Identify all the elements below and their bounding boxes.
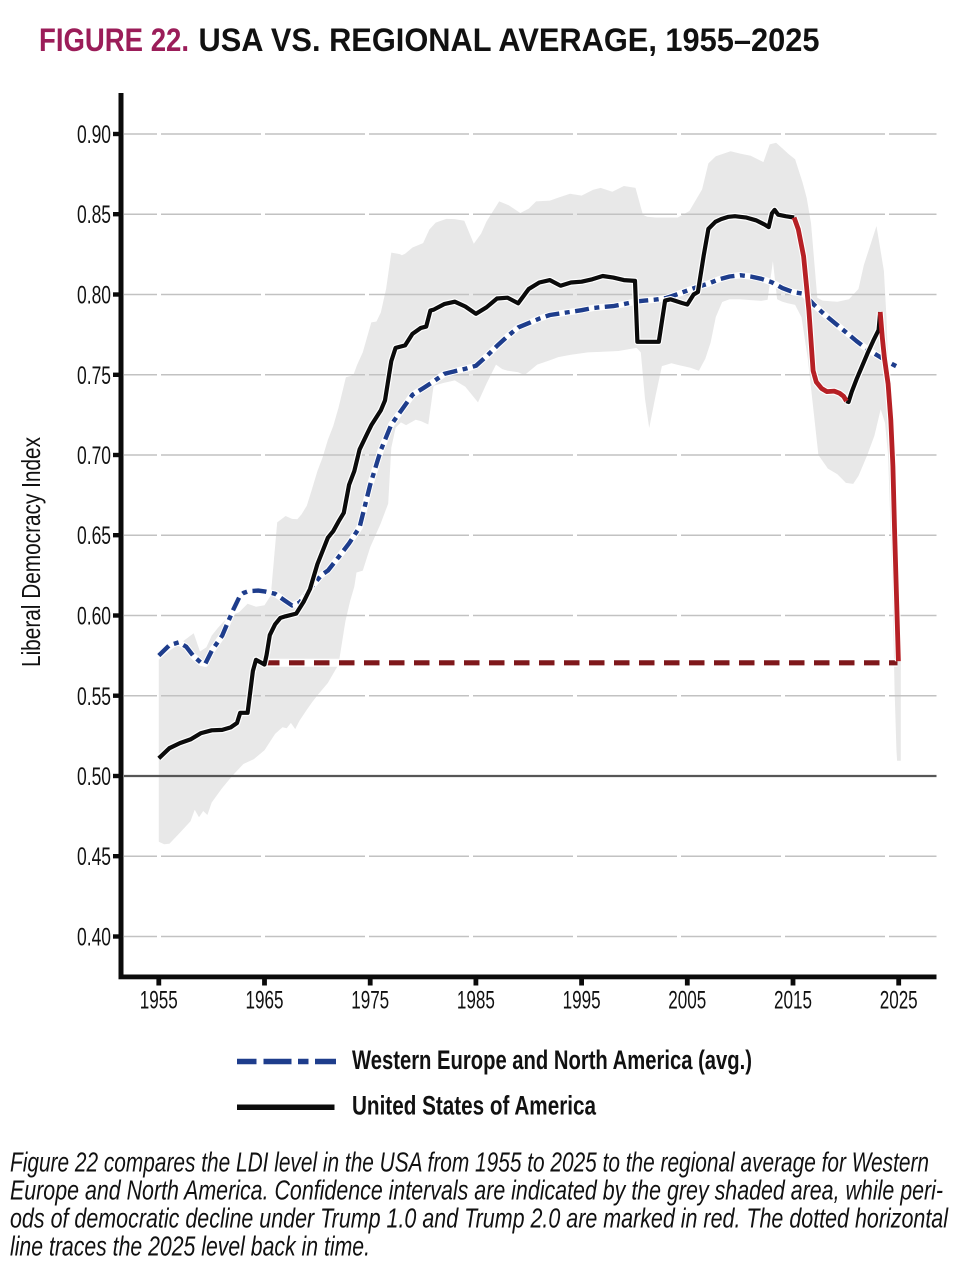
svg-text:line traces the 2025 level bac: line traces the 2025 level back in time.	[10, 1231, 370, 1262]
svg-text:1995: 1995	[563, 987, 601, 1015]
svg-text:0.85: 0.85	[77, 201, 111, 229]
svg-text:FIGURE 22.: FIGURE 22.	[39, 22, 189, 58]
svg-text:1965: 1965	[246, 987, 284, 1015]
svg-text:2025: 2025	[880, 987, 918, 1015]
svg-text:0.65: 0.65	[77, 522, 111, 550]
svg-text:0.80: 0.80	[77, 282, 111, 310]
svg-text:0.45: 0.45	[77, 843, 111, 871]
svg-text:ods of democratic decline unde: ods of democratic decline under Trump 1.…	[10, 1203, 949, 1234]
svg-text:2015: 2015	[774, 987, 812, 1015]
svg-text:0.50: 0.50	[77, 763, 111, 791]
svg-text:2005: 2005	[668, 987, 706, 1015]
svg-text:Liberal Democracy Index: Liberal Democracy Index	[16, 437, 46, 667]
svg-text:Western Europe and North Ameri: Western Europe and North America (avg.)	[352, 1045, 752, 1075]
svg-text:0.90: 0.90	[77, 121, 111, 149]
svg-text:USA VS. REGIONAL AVERAGE, 1955: USA VS. REGIONAL AVERAGE, 1955–2025	[199, 22, 820, 58]
svg-text:Europe and North America. Conf: Europe and North America. Confidence int…	[10, 1175, 943, 1206]
svg-text:0.70: 0.70	[77, 442, 111, 470]
svg-text:0.75: 0.75	[77, 362, 111, 390]
svg-text:Figure 22 compares the LDI lev: Figure 22 compares the LDI level in the …	[10, 1147, 929, 1178]
svg-text:1975: 1975	[351, 987, 389, 1015]
svg-text:0.60: 0.60	[77, 603, 111, 631]
svg-text:United States of America: United States of America	[352, 1091, 597, 1121]
svg-text:0.40: 0.40	[77, 924, 111, 952]
svg-text:0.55: 0.55	[77, 683, 111, 711]
svg-text:1985: 1985	[457, 987, 495, 1015]
svg-text:1955: 1955	[140, 987, 178, 1015]
